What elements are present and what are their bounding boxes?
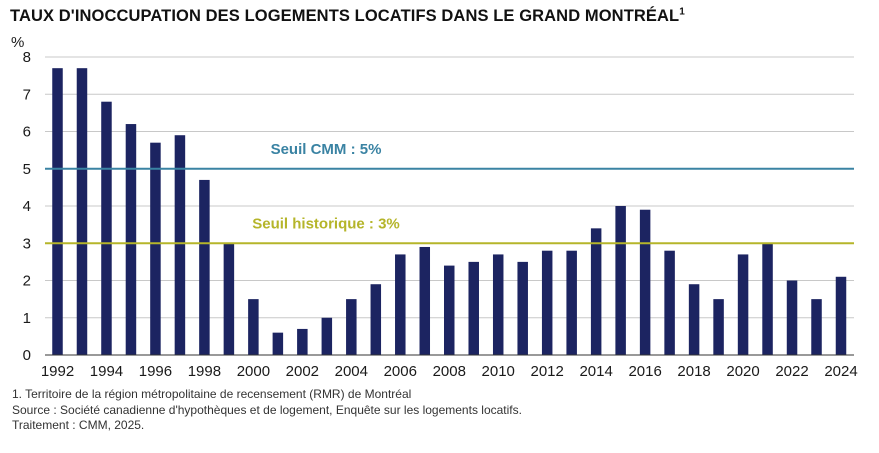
bar-2017: [664, 250, 675, 355]
title-footnote-marker: 1: [679, 6, 685, 18]
y-tick-label: 1: [23, 310, 31, 327]
x-tick-label: 2022: [775, 363, 808, 380]
bar-2016: [639, 209, 651, 355]
y-axis-ticks: 0 1 2 3 4 5 6 7 8: [23, 49, 31, 364]
bar-2018: [688, 284, 700, 355]
y-tick-label: 0: [23, 347, 31, 364]
x-tick-label: 2000: [237, 363, 270, 380]
x-tick-label: 2008: [433, 363, 466, 380]
bar-2024: [835, 276, 847, 355]
footnotes: 1. Territoire de la région métropolitain…: [12, 387, 522, 434]
y-tick-label: 6: [23, 124, 31, 141]
chart-title: TAUX D'INOCCUPATION DES LOGEMENTS LOCATI…: [10, 7, 685, 26]
bar-1993: [76, 68, 88, 356]
bars: [52, 68, 847, 356]
bar-2004: [346, 299, 357, 355]
bar-1992: [52, 68, 63, 356]
bar-2012: [541, 250, 553, 355]
x-tick-label: 2016: [628, 363, 661, 380]
x-tick-label: 2010: [482, 363, 515, 380]
y-axis-label: %: [11, 34, 24, 51]
bar-1997: [174, 135, 186, 355]
bar-2000: [248, 299, 259, 355]
x-tick-label: 2006: [384, 363, 417, 380]
footnote-source: Source : Société canadienne d'hypothèque…: [12, 402, 522, 417]
bar-2013: [566, 250, 577, 355]
bar-2003: [321, 317, 333, 355]
y-tick-label: 2: [23, 273, 31, 290]
bar-2019: [713, 299, 724, 355]
bar-2006: [395, 254, 406, 355]
bar-2011: [517, 261, 528, 355]
bar-2014: [590, 228, 602, 355]
bar-1996: [150, 142, 161, 355]
bar-chart: 0 1 2 3 4 5 6 7 8 % Seuil CMM : 5% Seuil historiq…: [11, 34, 858, 380]
y-tick-label: 7: [23, 86, 31, 103]
bar-2015: [615, 206, 626, 355]
y-tick-label: 8: [23, 49, 31, 66]
x-tick-label: 2002: [286, 363, 319, 380]
bar-2022: [786, 280, 798, 355]
x-tick-label: 1994: [90, 363, 123, 380]
bar-1999: [223, 243, 235, 355]
reference-lines: Seuil CMM : 5% Seuil historique : 3%: [45, 141, 854, 245]
x-tick-label: 2004: [335, 363, 368, 380]
bar-2023: [811, 299, 822, 355]
bar-2009: [468, 261, 479, 355]
bar-2007: [419, 246, 431, 355]
y-tick-label: 5: [23, 161, 31, 178]
bar-2008: [444, 265, 455, 355]
footnote-processing: Traitement : CMM, 2025.: [12, 418, 145, 432]
y-tick-label: 4: [23, 198, 31, 215]
bar-2021: [762, 243, 773, 355]
x-tick-label: 2020: [726, 363, 759, 380]
y-tick-label: 3: [23, 235, 31, 252]
footnote-territory: 1. Territoire de la région métropolitain…: [12, 387, 412, 401]
reference-line-label: Seuil CMM : 5%: [271, 141, 382, 158]
bar-1995: [125, 124, 137, 355]
bar-2001: [272, 332, 284, 355]
x-tick-label: 2014: [579, 363, 612, 380]
bar-2005: [370, 284, 382, 355]
bar-2002: [297, 328, 308, 355]
bar-1998: [199, 179, 210, 355]
x-tick-label: 1998: [188, 363, 221, 380]
bar-2020: [737, 254, 749, 355]
x-axis-ticks: 1992 1994 1996 1998 2000 2002 2004 2006 2008 2010…: [41, 363, 858, 380]
bar-1994: [101, 101, 112, 355]
bar-2010: [492, 254, 504, 355]
x-tick-label: 1996: [139, 363, 172, 380]
x-tick-label: 1992: [41, 363, 74, 380]
x-tick-label: 2024: [824, 363, 857, 380]
x-tick-label: 2012: [531, 363, 564, 380]
x-tick-label: 2018: [677, 363, 710, 380]
chart-title-text: TAUX D'INOCCUPATION DES LOGEMENTS LOCATI…: [10, 7, 680, 25]
reference-line-label: Seuil historique : 3%: [252, 215, 400, 232]
